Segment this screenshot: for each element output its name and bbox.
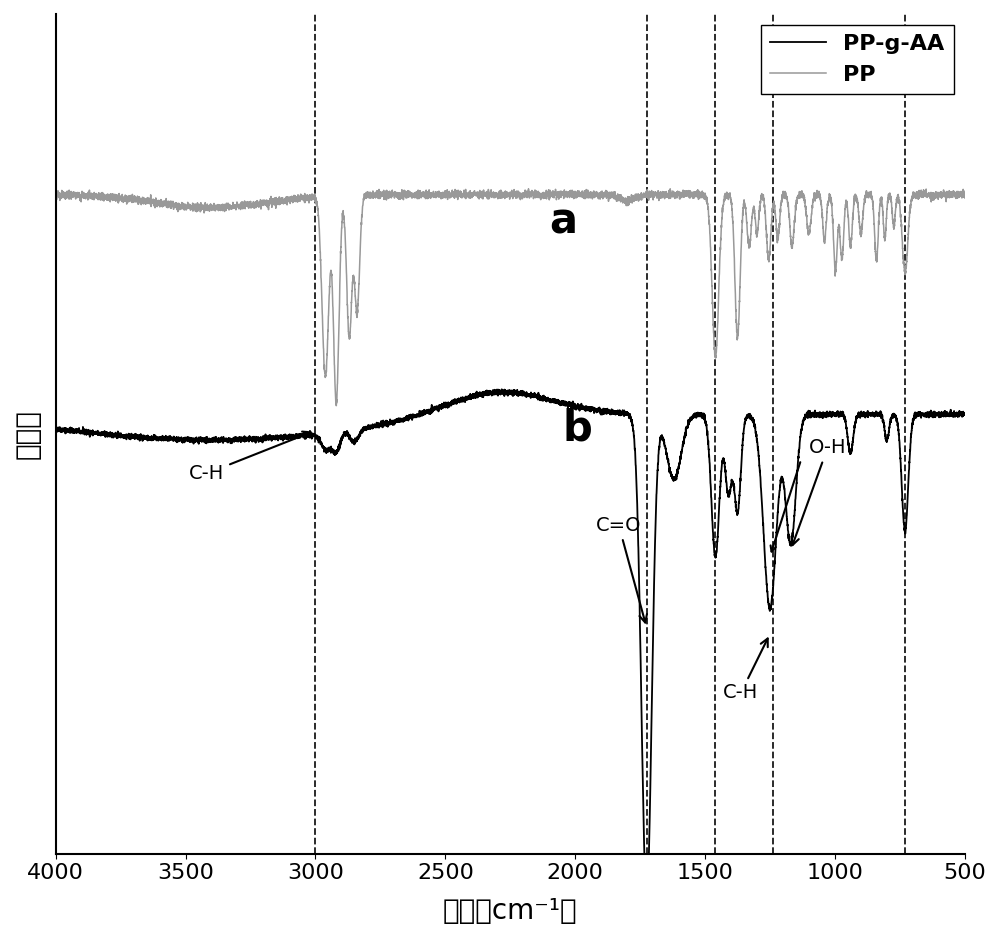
PP: [411, 192, 423, 204]
PP: [523, 183, 535, 194]
PP: [330, 400, 342, 411]
PP-g-AA: [97, 428, 109, 439]
PP-g-AA: [496, 384, 508, 395]
PP-g-AA: [641, 893, 653, 904]
Text: O-H: O-H: [791, 439, 846, 546]
PP-g-AA: [959, 408, 971, 420]
Text: C-H: C-H: [189, 432, 311, 483]
Line: PP-g-AA: PP-g-AA: [56, 390, 965, 899]
PP-g-AA: [490, 387, 502, 398]
Legend: PP-g-AA, PP: PP-g-AA, PP: [761, 25, 954, 94]
Text: b: b: [562, 408, 592, 449]
PP: [490, 189, 502, 200]
PP: [288, 192, 300, 204]
PP-g-AA: [393, 416, 405, 427]
Text: C=O: C=O: [596, 516, 647, 623]
PP: [665, 191, 677, 202]
Text: a: a: [549, 201, 577, 242]
PP: [50, 192, 62, 203]
Y-axis label: 吸光度: 吸光度: [14, 408, 42, 458]
PP: [97, 192, 109, 204]
X-axis label: 波长（cm⁻¹）: 波长（cm⁻¹）: [443, 897, 578, 925]
PP-g-AA: [411, 411, 423, 423]
Line: PP: PP: [56, 189, 965, 406]
PP: [959, 192, 971, 204]
PP-g-AA: [665, 469, 677, 480]
PP: [393, 190, 405, 201]
PP-g-AA: [50, 423, 62, 434]
Text: C-H: C-H: [723, 639, 768, 702]
PP-g-AA: [288, 430, 300, 441]
